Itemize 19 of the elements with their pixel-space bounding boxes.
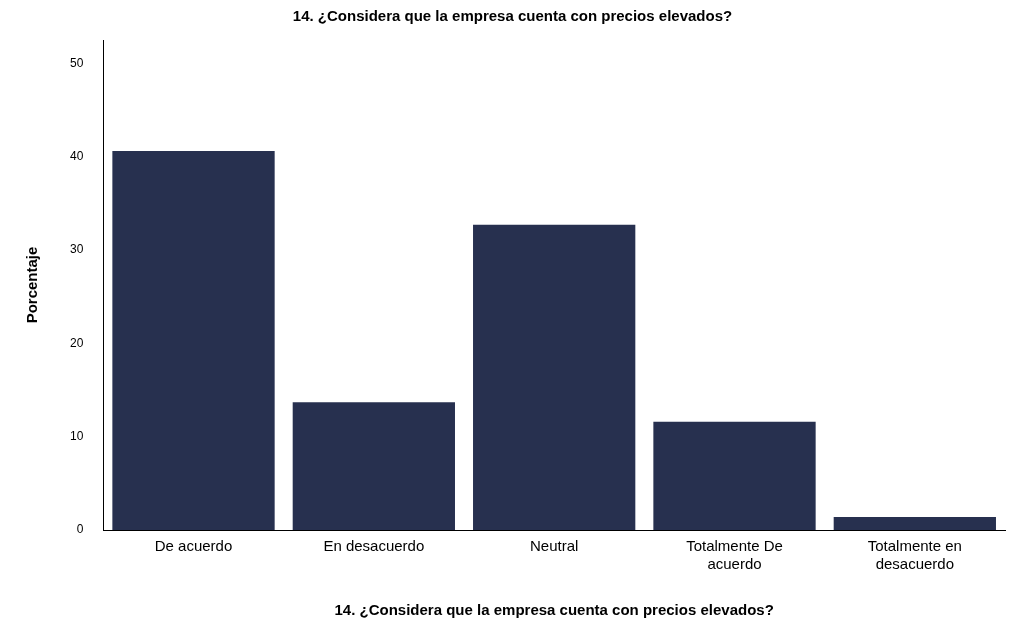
- bar: [833, 516, 996, 530]
- x-tick-label: Totalmente en desacuerdo: [867, 537, 962, 573]
- x-tick-label: De acuerdo: [154, 537, 233, 555]
- x-tick-label: Neutral: [529, 537, 579, 555]
- x-tick-label: En desacuerdo: [323, 537, 425, 555]
- bar: [292, 402, 455, 530]
- bar: [473, 224, 636, 530]
- bar: [653, 421, 816, 530]
- y-tick-label: 0: [76, 522, 84, 537]
- y-tick-label: 40: [69, 148, 84, 163]
- y-tick-label: 20: [69, 335, 84, 350]
- y-tick-label: 30: [69, 242, 84, 257]
- chart-title: 14. ¿Considera que la empresa cuenta con precios elevados?: [292, 7, 733, 25]
- y-axis-title: Porcentaje: [23, 246, 41, 324]
- bar: [112, 151, 275, 530]
- y-tick-label: 50: [69, 55, 84, 70]
- x-axis-title: 14. ¿Considera que la empresa cuenta con precios elevados?: [334, 601, 774, 619]
- y-tick-label: 10: [69, 428, 84, 443]
- x-tick-label: Totalmente De acuerdo: [686, 537, 783, 573]
